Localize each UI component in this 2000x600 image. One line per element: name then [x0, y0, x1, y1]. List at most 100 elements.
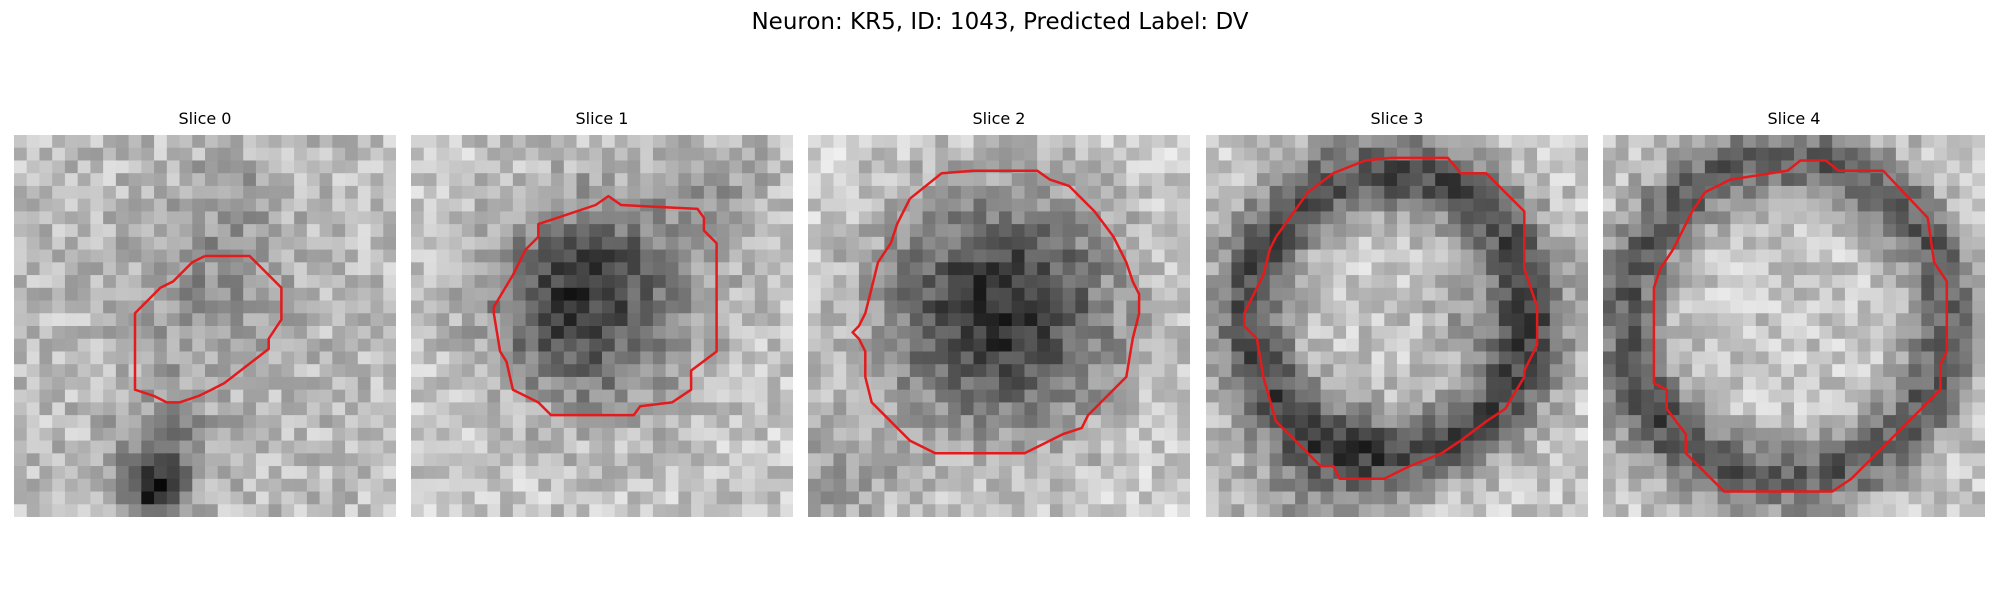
pixel-cell [319, 185, 333, 200]
pixel-cell [474, 262, 488, 276]
pixel-cell [525, 135, 539, 149]
pixel-cell [1422, 427, 1436, 442]
pixel-cell [589, 427, 603, 442]
pixel-cell [742, 249, 756, 263]
pixel-cell [1794, 415, 1808, 429]
pixel-cell [973, 364, 987, 378]
pixel-cell [411, 236, 425, 251]
pixel-cell [230, 313, 244, 327]
pixel-cell [884, 491, 898, 505]
pixel-cell [1384, 287, 1398, 302]
pixel-cell [500, 440, 514, 454]
pixel-cell [14, 427, 28, 442]
pixel-cell [1088, 389, 1102, 403]
pixel-cell [1921, 440, 1935, 454]
pixel-cell [665, 376, 679, 391]
pixel-cell [627, 224, 641, 238]
pixel-cell [703, 275, 718, 289]
pixel-cell [1062, 364, 1076, 378]
pixel-cell [205, 415, 219, 429]
pixel-cell [1717, 491, 1731, 505]
pixel-cell [166, 478, 181, 493]
pixel-cell [1346, 147, 1360, 162]
pixel-cell [576, 185, 590, 200]
pixel-cell [948, 287, 962, 302]
pixel-cell [665, 491, 679, 505]
pixel-cell [1717, 326, 1731, 340]
pixel-cell [551, 491, 565, 505]
pixel-cell [703, 249, 718, 263]
pixel-cell [1934, 198, 1948, 212]
pixel-cell [1972, 453, 1985, 467]
pixel-cell [436, 262, 450, 276]
pixel-cell [808, 364, 822, 378]
pixel-cell [1126, 453, 1140, 467]
pixel-cell [423, 262, 438, 276]
pixel-cell [14, 135, 28, 149]
pixel-cell [1037, 262, 1051, 276]
pixel-cell [39, 364, 53, 378]
pixel-cell [627, 147, 641, 162]
pixel-cell [1100, 249, 1115, 263]
pixel-cell [551, 415, 565, 429]
pixel-cell [767, 135, 781, 149]
pixel-cell [884, 287, 898, 302]
pixel-cell [217, 313, 232, 327]
pixel-cell [563, 185, 578, 200]
pixel-cell [1011, 249, 1026, 263]
pixel-cell [370, 287, 384, 302]
pixel-cell [1164, 147, 1178, 162]
pixel-cell [166, 224, 181, 238]
pixel-cell [64, 262, 79, 276]
pixel-cell [1730, 173, 1744, 187]
pixel-cell [1231, 147, 1245, 162]
pixel-cell [871, 376, 885, 391]
pixel-cell [1857, 478, 1871, 493]
pixel-cell [1755, 466, 1770, 480]
pixel-cell [1282, 389, 1296, 403]
pixel-cell [52, 249, 66, 263]
pixel-cell [487, 224, 501, 238]
pixel-cell [833, 198, 847, 212]
pixel-cell [1934, 300, 1948, 314]
pixel-cell [808, 313, 822, 327]
pixel-cell [487, 389, 501, 403]
pixel-cell [691, 376, 705, 391]
pixel-cell [1806, 300, 1821, 314]
pixel-cell [1011, 466, 1026, 480]
pixel-cell [154, 135, 168, 149]
pixel-cell [52, 160, 66, 174]
pixel-cell [1717, 338, 1731, 353]
pixel-cell [345, 478, 359, 493]
pixel-cell [999, 364, 1013, 378]
pixel-cell [884, 275, 898, 289]
pixel-cell [294, 160, 308, 174]
pixel-cell [1384, 402, 1398, 416]
pixel-cell [1692, 440, 1706, 454]
pixel-cell [1024, 338, 1038, 353]
pixel-cell [1460, 376, 1474, 391]
pixel-cell [1320, 504, 1334, 517]
pixel-cell [1088, 427, 1102, 442]
pixel-cell [922, 211, 936, 225]
pixel-cell [487, 491, 501, 505]
pixel-cell [357, 427, 372, 442]
pixel-cell [999, 389, 1013, 403]
pixel-cell [563, 275, 578, 289]
pixel-cell [1717, 376, 1731, 391]
pixel-cell [1870, 389, 1884, 403]
pixel-cell [563, 376, 578, 391]
pixel-cell [716, 249, 730, 263]
pixel-cell [729, 402, 743, 416]
pixel-cell [1409, 338, 1424, 353]
pixel-cell [1921, 338, 1935, 353]
pixel-cell [678, 376, 692, 391]
pixel-cell [1307, 351, 1322, 365]
pixel-cell [141, 135, 155, 149]
pixel-cell [1537, 173, 1551, 187]
pixel-cell [436, 185, 450, 200]
pixel-cell [103, 160, 117, 174]
pixel-cell [1307, 466, 1322, 480]
pixel-cell [306, 300, 321, 314]
pixel-cell [205, 287, 219, 302]
